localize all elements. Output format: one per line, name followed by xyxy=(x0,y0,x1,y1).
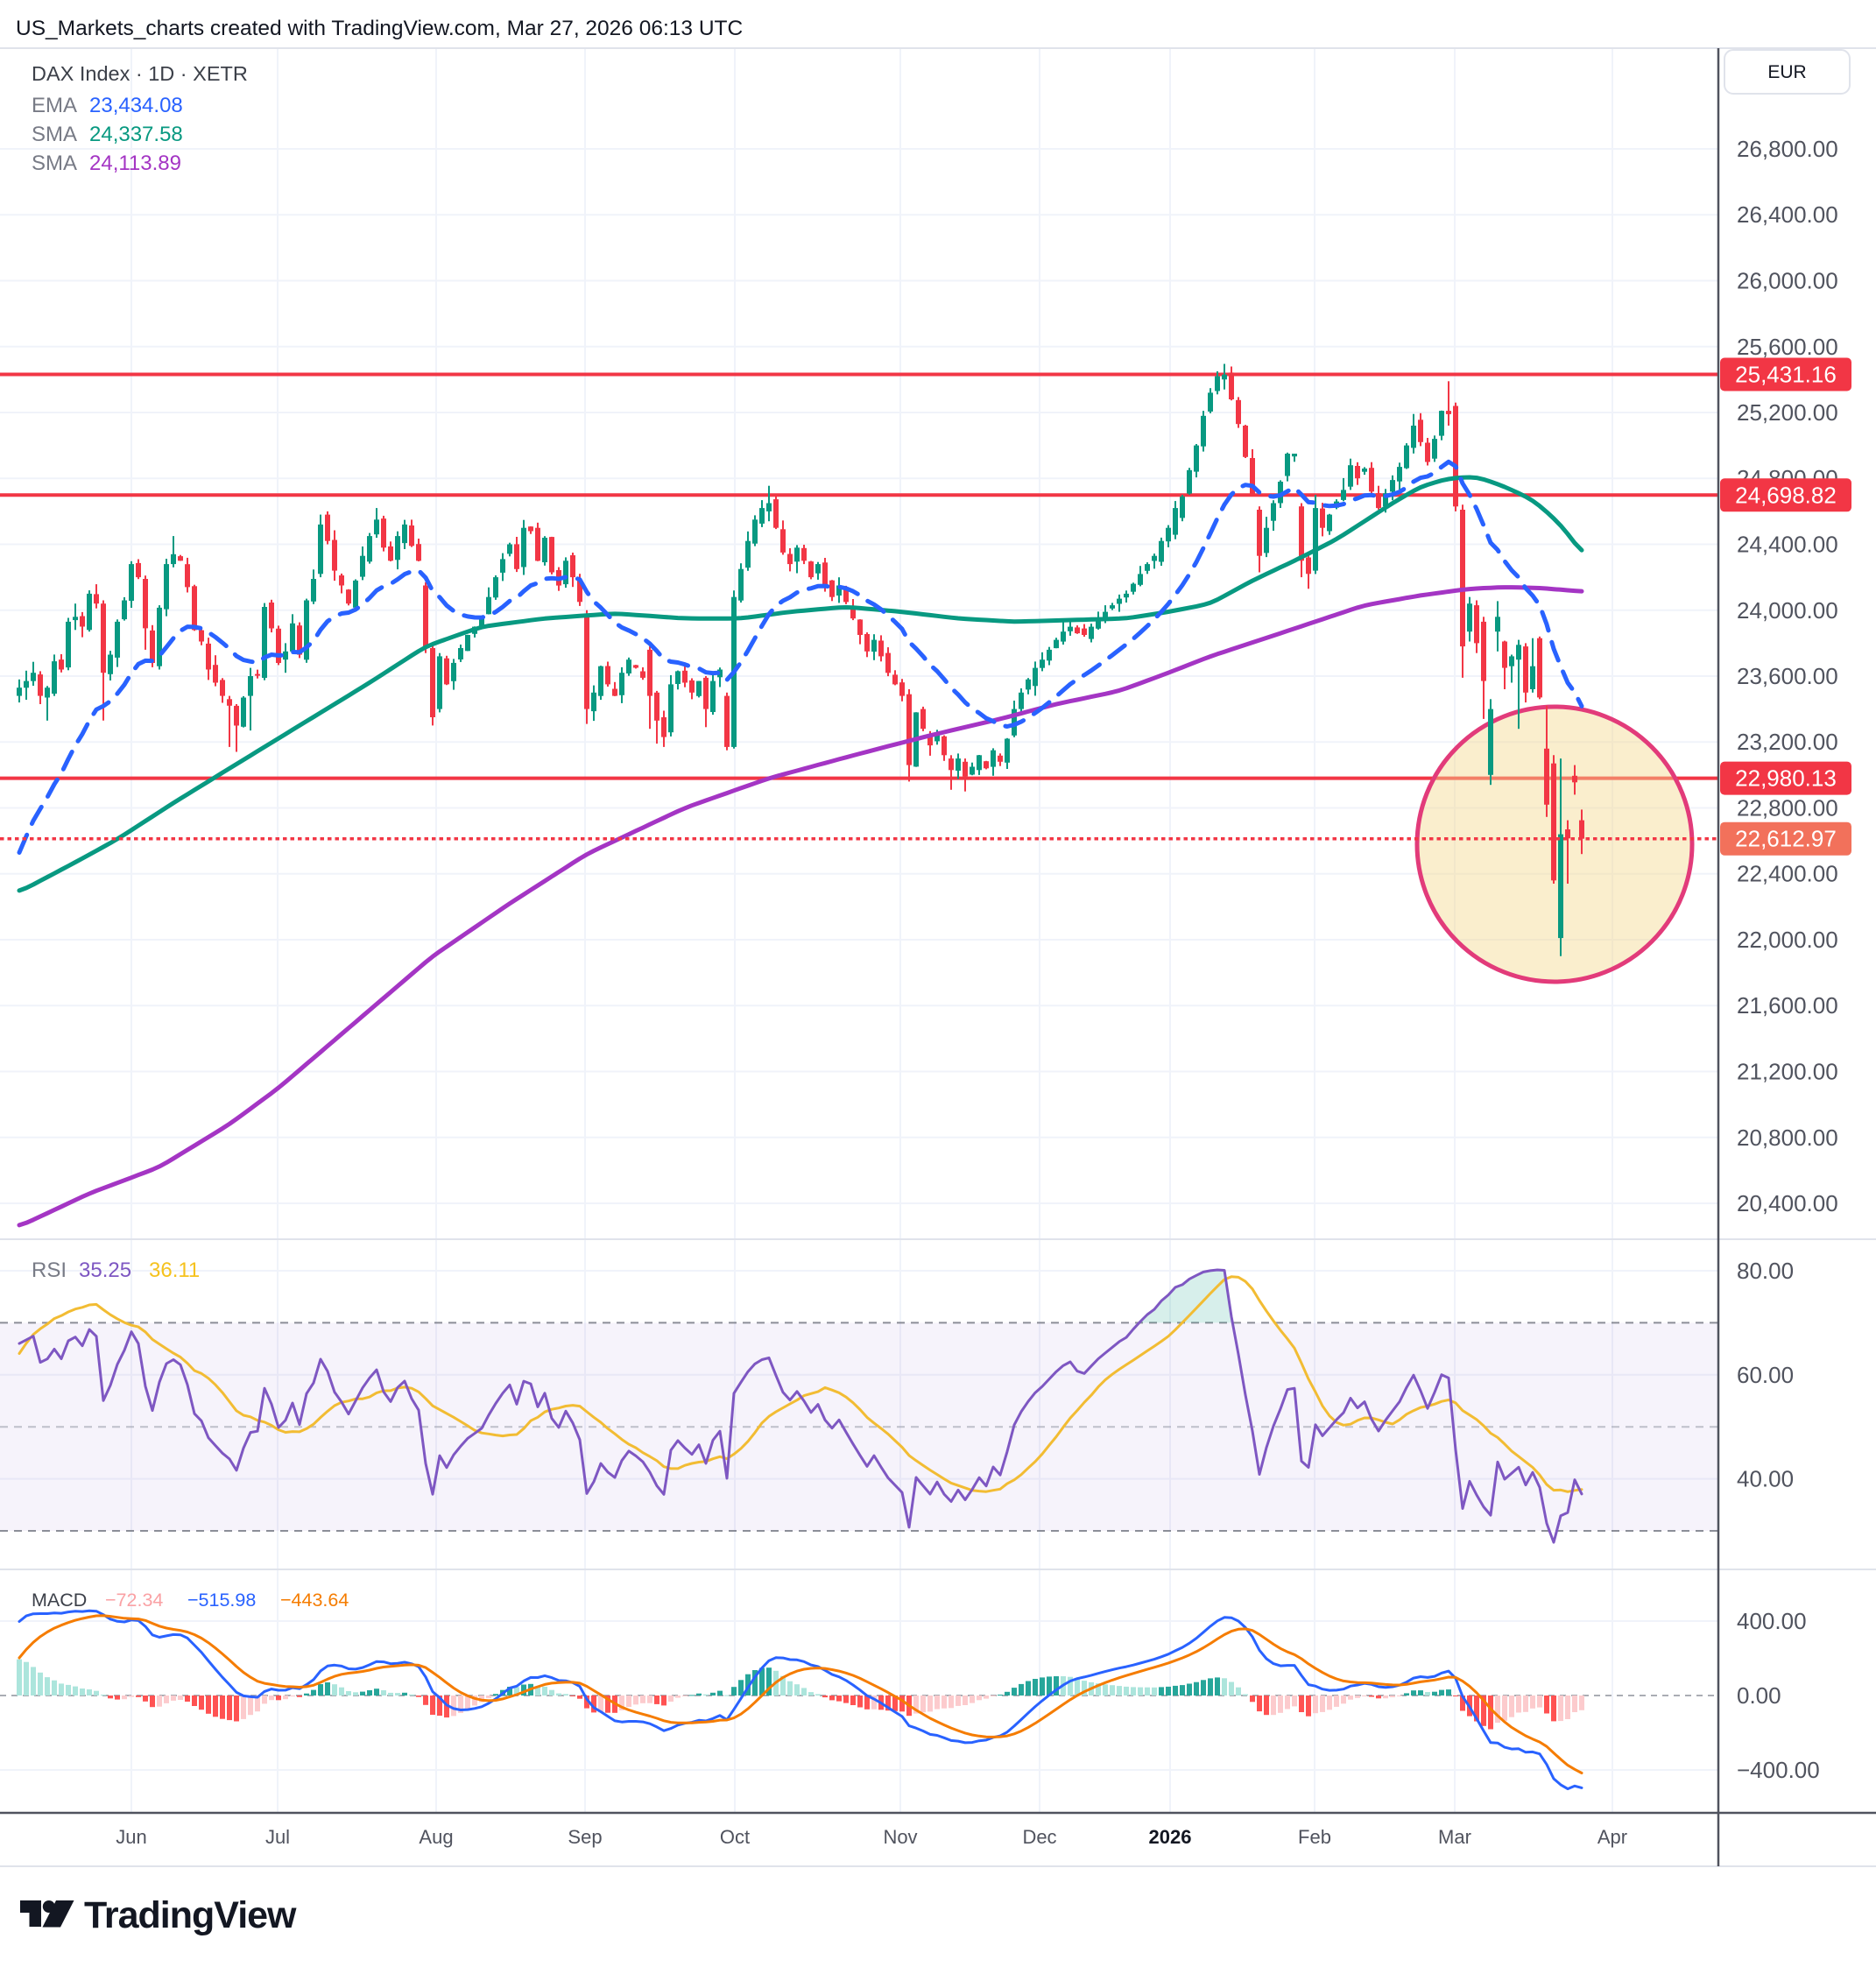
svg-text:24,698.82: 24,698.82 xyxy=(1735,482,1837,508)
svg-text:23,434.08: 23,434.08 xyxy=(89,94,183,117)
svg-text:TradingView: TradingView xyxy=(84,1894,297,1936)
svg-text:22,000.00: 22,000.00 xyxy=(1737,927,1838,953)
svg-text:Nov: Nov xyxy=(883,1826,917,1848)
svg-text:21,200.00: 21,200.00 xyxy=(1737,1059,1838,1085)
svg-text:SMA: SMA xyxy=(32,123,77,146)
svg-text:SMA: SMA xyxy=(32,152,77,175)
svg-text:Aug: Aug xyxy=(419,1826,453,1848)
svg-text:25,200.00: 25,200.00 xyxy=(1737,399,1838,426)
svg-text:26,800.00: 26,800.00 xyxy=(1737,136,1838,162)
svg-text:24,400.00: 24,400.00 xyxy=(1737,532,1838,558)
svg-text:40.00: 40.00 xyxy=(1737,1466,1794,1492)
svg-text:22,400.00: 22,400.00 xyxy=(1737,861,1838,887)
svg-text:Oct: Oct xyxy=(720,1826,750,1848)
svg-text:Apr: Apr xyxy=(1597,1826,1627,1848)
svg-text:−443.64: −443.64 xyxy=(280,1590,349,1611)
svg-text:Sep: Sep xyxy=(568,1826,602,1848)
svg-text:Feb: Feb xyxy=(1298,1826,1331,1848)
svg-text:36.11: 36.11 xyxy=(149,1258,200,1282)
svg-text:−400.00: −400.00 xyxy=(1737,1757,1820,1783)
svg-text:20,400.00: 20,400.00 xyxy=(1737,1190,1838,1216)
svg-text:2026: 2026 xyxy=(1149,1826,1192,1848)
svg-text:24,113.89: 24,113.89 xyxy=(89,152,181,175)
svg-text:US_Markets_charts created with: US_Markets_charts created with TradingVi… xyxy=(16,17,743,40)
svg-text:22,800.00: 22,800.00 xyxy=(1737,795,1838,821)
svg-text:Jul: Jul xyxy=(265,1826,290,1848)
svg-text:25,431.16: 25,431.16 xyxy=(1735,362,1837,388)
svg-text:26,400.00: 26,400.00 xyxy=(1737,201,1838,228)
svg-text:MACD: MACD xyxy=(32,1590,87,1611)
svg-text:DAX Index · 1D · XETR: DAX Index · 1D · XETR xyxy=(32,62,248,85)
svg-text:0.00: 0.00 xyxy=(1737,1682,1781,1709)
svg-text:22,612.97: 22,612.97 xyxy=(1735,826,1837,852)
svg-text:80.00: 80.00 xyxy=(1737,1258,1794,1284)
svg-text:25,600.00: 25,600.00 xyxy=(1737,334,1838,360)
svg-text:Mar: Mar xyxy=(1438,1826,1471,1848)
svg-text:Dec: Dec xyxy=(1022,1826,1056,1848)
svg-text:21,600.00: 21,600.00 xyxy=(1737,992,1838,1019)
svg-text:20,800.00: 20,800.00 xyxy=(1737,1125,1838,1151)
svg-text:24,000.00: 24,000.00 xyxy=(1737,597,1838,624)
svg-text:−515.98: −515.98 xyxy=(187,1590,256,1611)
svg-text:24,337.58: 24,337.58 xyxy=(89,123,183,146)
svg-text:Jun: Jun xyxy=(116,1826,146,1848)
svg-text:60.00: 60.00 xyxy=(1737,1362,1794,1388)
svg-text:22,980.13: 22,980.13 xyxy=(1735,765,1837,792)
svg-text:RSI: RSI xyxy=(32,1258,67,1282)
svg-text:23,200.00: 23,200.00 xyxy=(1737,729,1838,755)
svg-text:35.25: 35.25 xyxy=(79,1258,131,1282)
svg-text:−72.34: −72.34 xyxy=(105,1590,163,1611)
svg-text:EUR: EUR xyxy=(1767,62,1806,82)
svg-text:23,600.00: 23,600.00 xyxy=(1737,663,1838,689)
svg-text:26,000.00: 26,000.00 xyxy=(1737,268,1838,294)
svg-text:EMA: EMA xyxy=(32,94,77,117)
svg-text:400.00: 400.00 xyxy=(1737,1608,1807,1634)
